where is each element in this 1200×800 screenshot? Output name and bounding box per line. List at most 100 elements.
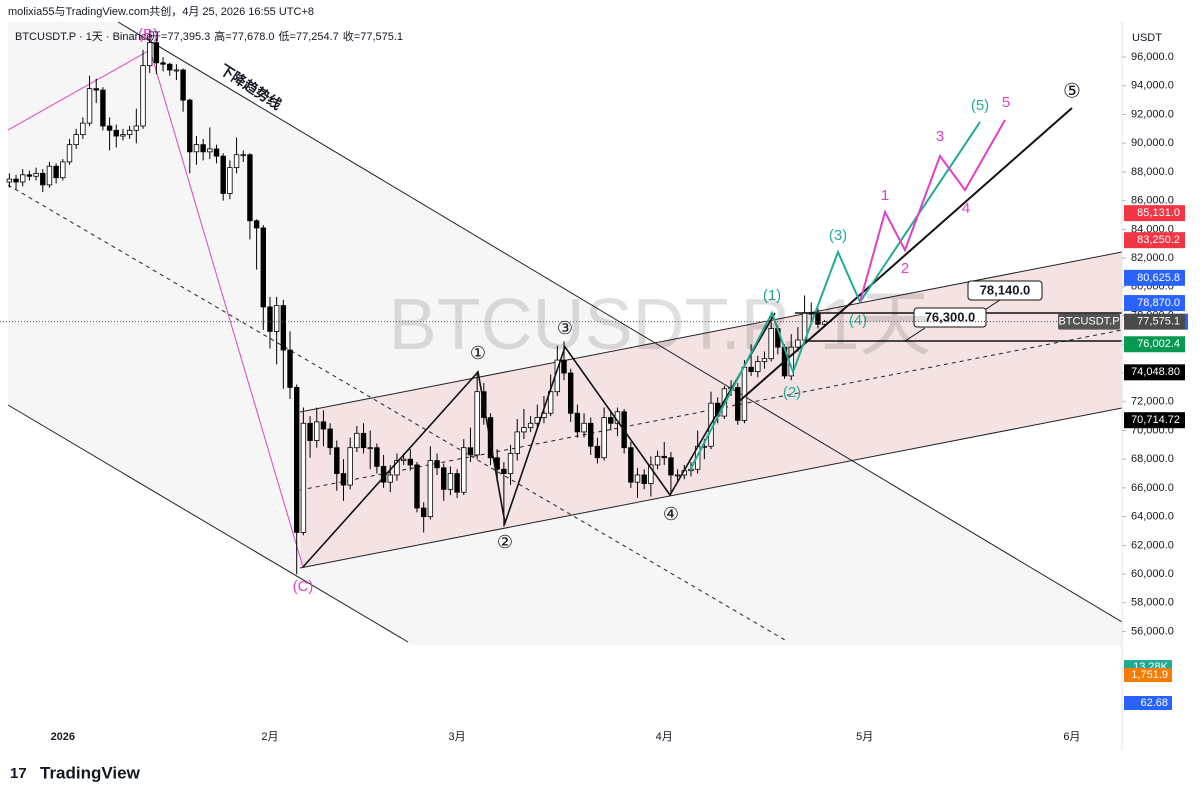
candle-body (648, 464, 654, 485)
candle-body (233, 154, 240, 169)
price-label: 78,870.0 (1137, 297, 1180, 309)
candle-body (434, 460, 440, 469)
legend-value: 77,395.3 (167, 31, 210, 43)
price-label-box (1124, 336, 1185, 353)
candle-body (581, 422, 587, 433)
candle-body (474, 391, 480, 456)
candle-body (200, 144, 206, 153)
candle-body (26, 174, 33, 177)
x-tick-label: 6月 (1063, 731, 1080, 743)
candle-body (795, 339, 801, 348)
candle-body (400, 458, 407, 462)
legend-value: 77,575.1 (360, 31, 403, 43)
candle-body (247, 154, 253, 222)
wave-label: (3) (829, 227, 847, 244)
legend-value: 77,254.7 (296, 31, 339, 43)
price-line-label: BTCUSDT.P (1058, 316, 1119, 328)
candle-body (294, 386, 300, 533)
wave-label: ⑤ (1063, 80, 1081, 102)
candle-body (160, 62, 166, 65)
y-tick-label: 72,000.0 (1131, 396, 1174, 408)
candle-body (447, 473, 454, 490)
level-box (913, 307, 987, 328)
candle-body (594, 445, 601, 459)
candle-body (207, 148, 213, 153)
y-tick-label: 96,000.0 (1131, 51, 1174, 63)
candle-body (140, 65, 146, 127)
candle-body (674, 474, 681, 477)
price-label: 85,131.0 (1137, 207, 1180, 219)
candle-body (6, 178, 13, 183)
x-tick-label: 5月 (856, 731, 873, 743)
candle-body (287, 349, 293, 388)
candle-body (300, 422, 307, 533)
candle-body (133, 125, 140, 131)
candle-body (374, 447, 380, 467)
candle-body (574, 412, 581, 433)
candle-body (73, 134, 79, 146)
candle-body (561, 359, 567, 374)
price-label: 77,575.1 (1137, 316, 1180, 328)
legend-value: 77,678.0 (232, 31, 275, 43)
candle-body (213, 148, 220, 157)
wave-label: 3 (936, 128, 944, 145)
candle-body (547, 391, 554, 414)
price-label-box (1124, 313, 1185, 330)
x-tick-label: 2月 (261, 731, 278, 743)
candle-body (668, 457, 674, 476)
header-credit: molixia55与TradingView.com共创，4月 25, 2026 … (8, 5, 314, 18)
candle-body (588, 422, 594, 447)
candle-body (661, 455, 667, 459)
wave-label: ② (497, 532, 513, 552)
candle-body (86, 88, 93, 124)
price-line-box (1058, 313, 1120, 330)
candle-body (20, 174, 26, 183)
channel-line (7, 404, 409, 643)
candle-body (641, 474, 647, 485)
candle-body (193, 144, 200, 153)
candle-body (467, 447, 474, 456)
candle-body (273, 305, 280, 332)
y-tick-label: 66,000.0 (1131, 482, 1174, 494)
candle-body (367, 447, 373, 450)
candle-body (106, 125, 113, 131)
descending-channel (8, 22, 1122, 645)
price-label-box (1124, 205, 1185, 222)
candle-body (340, 473, 347, 486)
channel-line (299, 407, 1122, 569)
wave-label: (2) (783, 384, 801, 401)
candle-body (654, 455, 661, 466)
indicator-label: 1,751.9 (1131, 669, 1168, 681)
candle-body (153, 42, 160, 64)
candle-body (187, 99, 193, 153)
wave-label: 4 (962, 200, 970, 217)
price-label: 80,625.8 (1137, 272, 1180, 284)
brand-name: TradingView (40, 763, 141, 782)
candle-body (567, 372, 574, 414)
wave-line (302, 312, 776, 568)
legend-key: 收= (343, 29, 360, 43)
candle-body (120, 134, 126, 137)
candle-body (253, 220, 260, 229)
candle-body (521, 427, 527, 433)
symbol: BTCUSDT.P · 1天 · Binance (15, 31, 152, 43)
candle-body (126, 129, 133, 136)
candle-body (13, 178, 19, 183)
candle-body (267, 306, 273, 332)
wave-label: (1) (763, 287, 781, 304)
candle-body (741, 366, 748, 421)
y-tick-label: 58,000.0 (1131, 597, 1174, 609)
candle-body (280, 305, 287, 351)
level-box (967, 280, 1043, 301)
candle-body (334, 447, 340, 474)
wave-line (689, 121, 981, 471)
y-tick-label: 68,000.0 (1131, 453, 1174, 465)
candle-body (146, 42, 153, 67)
wave-label: ④ (663, 504, 679, 524)
indicator-box (1124, 668, 1172, 682)
y-tick-label: 92,000.0 (1131, 108, 1174, 120)
wave-label: 1 (881, 187, 889, 204)
callout-line (904, 327, 926, 342)
legend-key: 高= (214, 29, 231, 43)
